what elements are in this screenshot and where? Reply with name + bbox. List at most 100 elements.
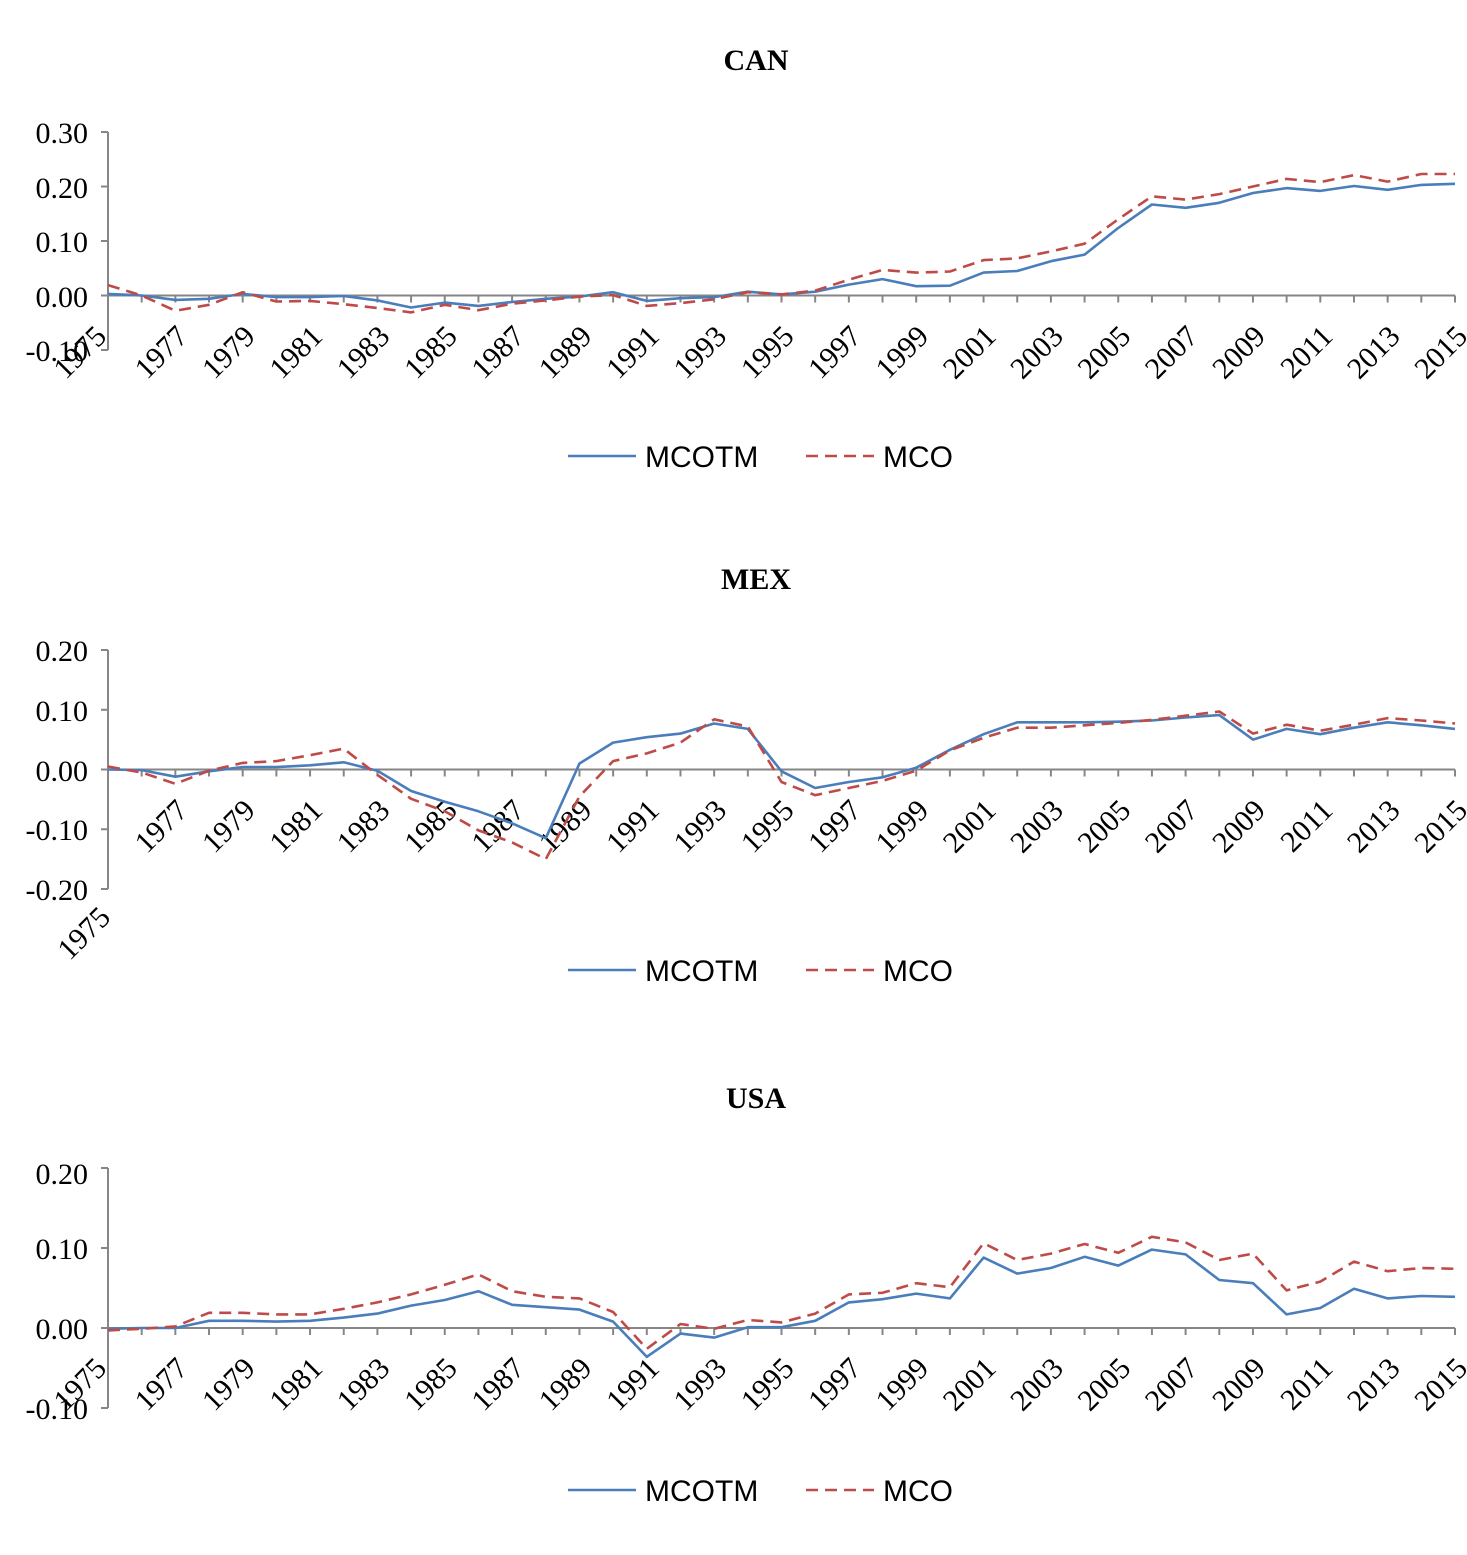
legend-label-mco: MCO xyxy=(883,441,953,474)
legend-label-mcotm: MCOTM xyxy=(645,441,758,474)
x-tick-label: 2003 xyxy=(1004,320,1070,386)
x-tick-label: 2009 xyxy=(1206,1352,1272,1418)
x-tick-label: 2009 xyxy=(1206,794,1272,860)
x-tick-label: 1983 xyxy=(331,1352,397,1418)
x-tick-label: 2001 xyxy=(937,794,1003,860)
x-tick-label: 1993 xyxy=(667,1352,733,1418)
x-tick-label: 2011 xyxy=(1274,794,1339,859)
y-tick-label: -0.10 xyxy=(26,814,89,847)
legend-label-mcotm: MCOTM xyxy=(645,955,758,988)
x-tick-label: 1981 xyxy=(263,320,329,386)
y-tick-label: 0.00 xyxy=(36,1313,89,1346)
x-tick-label: 2001 xyxy=(937,320,1003,386)
x-tick-label: 1987 xyxy=(465,320,531,386)
x-tick-label: 2011 xyxy=(1274,320,1339,385)
x-tick-label: 1991 xyxy=(600,1352,666,1418)
y-axis xyxy=(101,1167,109,1409)
x-tick-label: 1991 xyxy=(600,794,666,860)
x-tick-label: 2015 xyxy=(1408,794,1467,860)
x-tick-label: 1985 xyxy=(398,1352,464,1418)
chart-title: CAN xyxy=(724,44,789,77)
x-tick-label: 2009 xyxy=(1206,320,1272,386)
y-tick-label: -0.20 xyxy=(26,874,89,907)
y-tick-label: 0.20 xyxy=(36,1158,89,1191)
series-line-mcotm xyxy=(107,182,1456,309)
x-tick-label: 1975 xyxy=(47,320,113,386)
x-tick-label: 1999 xyxy=(869,794,935,860)
series-line-mcotm xyxy=(107,713,1456,840)
y-tick-label: 0.20 xyxy=(36,172,89,205)
y-tick-label: -0.10 xyxy=(26,1393,89,1426)
x-tick-label: 2005 xyxy=(1071,320,1137,386)
x-tick-label: 1979 xyxy=(196,1352,262,1418)
x-tick-label: 1991 xyxy=(600,320,666,386)
series-line-mco xyxy=(107,172,1455,314)
x-tick-label: 1999 xyxy=(869,320,935,386)
y-tick-label: 0.30 xyxy=(36,117,89,150)
x-tick-label: 1983 xyxy=(331,794,397,860)
chart-title: MEX xyxy=(721,563,791,596)
legend: MCOTM MCO xyxy=(568,1475,953,1508)
x-tick-label: 1995 xyxy=(735,1352,801,1418)
chart-panel-can: CAN 0.30 0.20 0.10 0.00 -0.10 1975 1977 19… xyxy=(26,44,1467,474)
y-tick-label: 0.10 xyxy=(36,226,89,259)
x-tick-label: 1999 xyxy=(869,1352,935,1418)
x-tick-label: 1989 xyxy=(533,1352,599,1418)
x-tick-label: 1989 xyxy=(533,794,599,860)
y-axis-ticks: 0.30 0.20 0.10 0.00 -0.10 xyxy=(26,117,89,368)
x-tick-label: 2005 xyxy=(1071,794,1137,860)
plot-area xyxy=(107,172,1456,314)
series-line-mco xyxy=(107,710,1456,861)
x-tick-label: 1977 xyxy=(129,794,195,860)
x-tick-label: 2003 xyxy=(1004,1352,1070,1418)
x-tick-label: 1987 xyxy=(465,1352,531,1418)
x-tick-label: 2007 xyxy=(1139,794,1205,860)
y-tick-label: 0.10 xyxy=(36,1233,89,1266)
x-tick-label: 1979 xyxy=(196,794,262,860)
x-axis xyxy=(107,1327,1456,1335)
x-tick-label: 1993 xyxy=(667,794,733,860)
plot-area xyxy=(107,710,1456,861)
y-axis-ticks: 0.20 0.10 0.00 -0.10 xyxy=(26,1158,89,1426)
x-tick-label: 1997 xyxy=(802,320,868,386)
x-tick-label: 1977 xyxy=(129,1352,195,1418)
legend-label-mco: MCO xyxy=(883,955,953,988)
plot-area xyxy=(107,1235,1456,1359)
legend-label-mcotm: MCOTM xyxy=(645,1475,758,1508)
y-axis xyxy=(101,649,109,890)
y-axis-ticks: 0.20 0.10 0.00 -0.10 -0.20 xyxy=(26,635,89,907)
x-tick-label: 2015 xyxy=(1408,1352,1467,1418)
x-tick-label: 1995 xyxy=(735,794,801,860)
legend-label-mco: MCO xyxy=(883,1475,953,1508)
x-tick-label: 1983 xyxy=(331,320,397,386)
x-tick-label: 1997 xyxy=(802,794,868,860)
x-tick-label: 1989 xyxy=(533,320,599,386)
x-tick-label: 1997 xyxy=(802,1352,868,1418)
y-tick-label: 0.20 xyxy=(36,635,89,668)
chart-panel-usa: USA 0.20 0.10 0.00 -0.10 1975 1977 1979 198… xyxy=(26,1082,1467,1508)
y-tick-label: 0.00 xyxy=(36,755,89,788)
x-tick-label: 1981 xyxy=(263,1352,329,1418)
x-tick-label: 2015 xyxy=(1408,320,1467,386)
x-tick-label: 2003 xyxy=(1004,794,1070,860)
series-line-mcotm xyxy=(107,1248,1456,1359)
y-tick-label: 0.00 xyxy=(36,281,89,314)
y-axis xyxy=(101,131,109,351)
legend: MCOTM MCO xyxy=(568,441,953,474)
x-tick-label: 2013 xyxy=(1341,1352,1407,1418)
x-tick-label: 1995 xyxy=(735,320,801,386)
x-tick-label: 1981 xyxy=(263,794,329,860)
series-line-mco xyxy=(107,1235,1456,1351)
x-tick-label: 2011 xyxy=(1274,1352,1339,1417)
x-tick-label: 2013 xyxy=(1341,320,1407,386)
x-tick-label: 2007 xyxy=(1139,1352,1205,1418)
y-tick-label: -0.10 xyxy=(26,335,89,368)
x-tick-label: 2007 xyxy=(1139,320,1205,386)
legend: MCOTM MCO xyxy=(568,955,953,988)
y-tick-label: 0.10 xyxy=(36,695,89,728)
x-tick-label: 1979 xyxy=(196,320,262,386)
